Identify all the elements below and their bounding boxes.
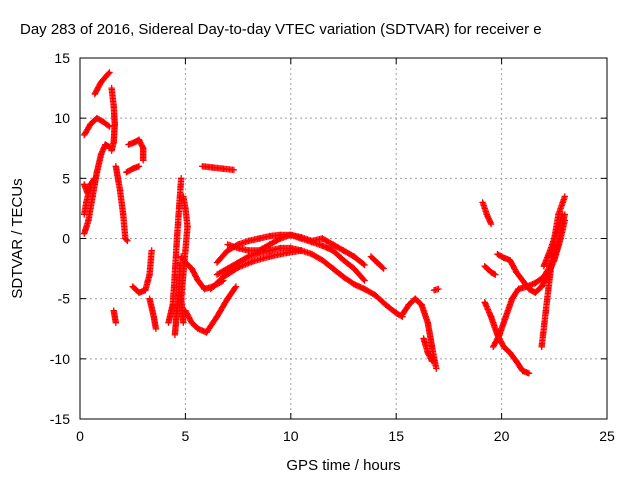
data-point xyxy=(424,349,431,356)
data-point xyxy=(360,260,367,268)
x-tick-label: 15 xyxy=(388,428,404,444)
data-point xyxy=(135,136,143,143)
data-point xyxy=(481,299,488,306)
y-tick-label: 5 xyxy=(62,170,70,186)
data-point xyxy=(135,163,143,170)
data-point xyxy=(138,142,145,149)
data-point xyxy=(360,276,367,283)
grid-lines xyxy=(80,58,607,419)
data-point xyxy=(298,247,305,254)
data-point xyxy=(105,122,112,129)
data-points xyxy=(81,69,568,377)
data-point xyxy=(379,264,386,271)
x-axis-label: GPS time / hours xyxy=(286,457,400,474)
data-point xyxy=(136,138,143,145)
x-tick-label: 10 xyxy=(283,428,299,444)
data-point xyxy=(230,166,238,174)
axis-ticks: 0 5 10 15 20 25 -15 -10 -5 0 5 10 15 xyxy=(50,50,615,444)
data-point xyxy=(137,140,145,148)
data-point xyxy=(433,365,440,372)
data-point xyxy=(361,261,368,269)
data-point xyxy=(137,139,144,146)
y-tick-label: -5 xyxy=(58,291,71,307)
data-point xyxy=(435,285,442,293)
data-point xyxy=(178,175,185,182)
y-tick-label: -15 xyxy=(50,411,70,427)
chart-title: Day 283 of 2016, Sidereal Day-to-day VTE… xyxy=(20,21,542,38)
x-tick-label: 20 xyxy=(494,428,510,444)
data-point xyxy=(106,69,113,76)
data-point xyxy=(105,70,112,77)
data-point xyxy=(180,319,187,326)
x-tick-label: 5 xyxy=(182,428,190,444)
x-tick-label: 0 xyxy=(76,428,84,444)
data-point xyxy=(525,370,533,377)
data-point xyxy=(361,277,368,284)
data-point xyxy=(425,351,432,358)
plot-frame xyxy=(79,57,608,420)
y-tick-label: 10 xyxy=(54,110,70,126)
data-point xyxy=(275,236,283,243)
data-point xyxy=(232,283,240,290)
y-axis-label: SDTVAR / TECUs xyxy=(9,178,26,298)
x-tick-label: 25 xyxy=(599,428,615,444)
data-point xyxy=(427,355,434,362)
y-tick-label: 0 xyxy=(62,231,70,247)
data-point xyxy=(380,265,387,272)
data-point xyxy=(426,353,434,361)
data-point xyxy=(492,271,499,278)
data-point xyxy=(487,312,494,319)
data-point xyxy=(112,319,119,326)
data-point xyxy=(108,147,115,154)
data-point xyxy=(90,176,98,183)
data-point xyxy=(140,157,147,164)
y-tick-label: 15 xyxy=(54,50,70,66)
data-point xyxy=(561,193,568,200)
data-point xyxy=(152,325,160,332)
data-point xyxy=(148,247,155,254)
data-point xyxy=(231,284,239,291)
data-point xyxy=(244,254,251,261)
data-point xyxy=(426,352,433,359)
data-point xyxy=(428,356,435,363)
data-point xyxy=(124,237,131,245)
data-point xyxy=(559,211,566,218)
data-point xyxy=(495,332,502,340)
data-point xyxy=(91,175,98,182)
data-point xyxy=(428,358,436,365)
data-point xyxy=(123,236,130,243)
data-point xyxy=(487,220,495,228)
data-point xyxy=(106,143,113,151)
y-tick-label: -10 xyxy=(50,351,70,367)
